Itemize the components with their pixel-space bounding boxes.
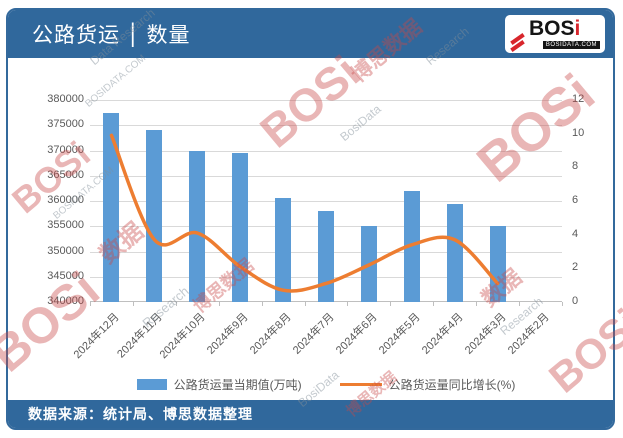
legend-item-bar: 公路货运量当期值(万吨) [136, 376, 302, 393]
y-axis-label-right: 8 [572, 160, 579, 173]
y-axis-label-left: 360000 [47, 194, 84, 206]
y-axis-label-right: 12 [572, 93, 585, 105]
x-axis-tick [218, 302, 220, 306]
header-bar: 公路货运 | 数量 BOSi BOSIDATA.COM [8, 10, 613, 58]
y-axis-label-left: 350000 [47, 244, 84, 257]
x-axis-tick [175, 302, 177, 306]
bar [146, 130, 163, 302]
x-axis-tick [476, 302, 478, 306]
x-axis-tick [347, 302, 349, 306]
bar-series-swatch-icon [136, 379, 167, 390]
legend-label-line: 公路货运量同比增长(%) [388, 378, 516, 392]
y-axis-label-right: 2 [572, 261, 579, 274]
bar [189, 150, 206, 302]
y-axis-label-left: 380000 [47, 93, 84, 105]
x-axis-tick [132, 302, 134, 306]
title-left: 公路货运 [32, 24, 120, 47]
bosi-logo: BOSi BOSIDATA.COM [505, 15, 605, 53]
y-axis-label-left: 370000 [47, 143, 84, 156]
logo-domain: BOSIDATA.COM [542, 41, 600, 49]
grid-line [90, 175, 562, 177]
x-axis-tick [519, 302, 521, 306]
page-title: 公路货运 | 数量 [32, 10, 190, 58]
y-axis-label-right: 0 [572, 295, 579, 307]
x-axis-tick [261, 302, 263, 306]
title-right: 数量 [146, 24, 191, 47]
logo-i: i [574, 17, 581, 40]
chart-body: 公路货运量当期值(万吨) 公路货运量同比增长(%) 380000 375000 37… [8, 58, 613, 404]
y-axis-label-left: 375000 [47, 118, 84, 131]
bar [275, 198, 292, 302]
y-axis-label-left: 355000 [47, 219, 84, 232]
y-axis-label-left: 340000 [47, 295, 84, 307]
x-axis-tick [390, 302, 392, 306]
footer-bar: 数据来源：统计局、博思数据整理 [8, 400, 613, 428]
y-axis-label-right: 6 [572, 194, 579, 206]
bar [103, 112, 120, 302]
y-axis-label-right: 10 [572, 126, 585, 139]
grid-line [90, 100, 562, 101]
x-axis-tick [433, 302, 435, 306]
data-source-label: 数据来源：统计局、博思数据整理 [28, 406, 253, 422]
logo-text: BOSi [529, 17, 581, 40]
y-axis-label-right: 4 [572, 227, 579, 240]
y-axis-label-left: 365000 [47, 168, 84, 181]
x-axis-tick [304, 302, 306, 306]
grid-line [90, 125, 562, 127]
line-series-swatch-icon [339, 383, 382, 386]
bar [318, 211, 334, 302]
plot-area [90, 100, 562, 302]
x-axis-tick [90, 302, 91, 306]
chart-legend: 公路货运量当期值(万吨) 公路货运量同比增长(%) [48, 376, 604, 393]
grid-line [90, 150, 562, 152]
title-divider: | [130, 19, 137, 48]
x-axis-tick [562, 302, 563, 306]
y-axis-label-left: 345000 [47, 269, 84, 282]
bar [489, 226, 506, 302]
bar [446, 203, 463, 302]
grid-line [90, 201, 562, 202]
legend-label-bar: 公路货运量当期值(万吨) [173, 378, 302, 392]
growth-line [109, 133, 500, 293]
report-card: 公路货运 | 数量 BOSi BOSIDATA.COM 公路货运量当期值(万吨) [6, 8, 615, 430]
legend-item-line: 公路货运量同比增长(%) [339, 376, 516, 393]
